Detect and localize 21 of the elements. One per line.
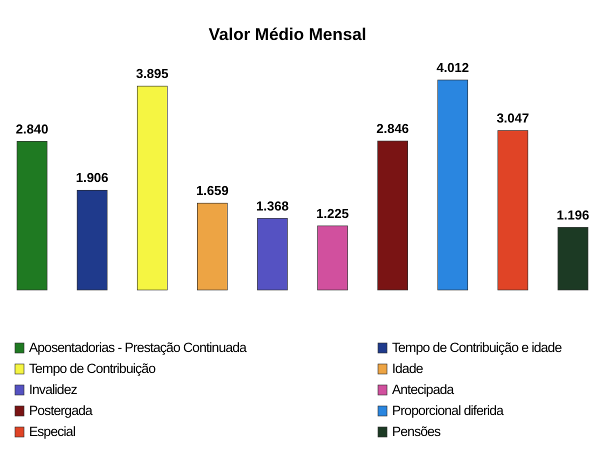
data-label: 3.047 (496, 110, 530, 126)
data-label: 1.659 (196, 183, 229, 198)
legend-label: Tempo de Contribuição e idade (392, 340, 562, 355)
data-label: 2.846 (376, 121, 409, 136)
legend-label: Especial (29, 424, 76, 439)
legend-label: Invalidez (29, 382, 78, 397)
legend-label: Antecipada (392, 382, 455, 397)
legend-label: Postergada (29, 403, 94, 418)
legend-label: Pensões (392, 424, 442, 439)
data-label: 1.225 (316, 206, 349, 221)
data-label: 4.012 (436, 60, 470, 75)
legend-label: Proporcional diferida (392, 403, 504, 418)
legend-label: Aposentadorias - Prestação Continuada (29, 340, 248, 355)
chart-title: Valor Médio Mensal (208, 25, 366, 44)
legend-label: Tempo de Contribuição (29, 361, 156, 376)
data-label: 1.368 (256, 198, 289, 214)
data-label: 1.196 (556, 207, 590, 222)
data-label: 1.906 (76, 170, 108, 186)
data-label: 3.895 (136, 66, 169, 82)
data-label: 2.840 (16, 121, 48, 136)
legend-label: Idade (392, 361, 423, 376)
